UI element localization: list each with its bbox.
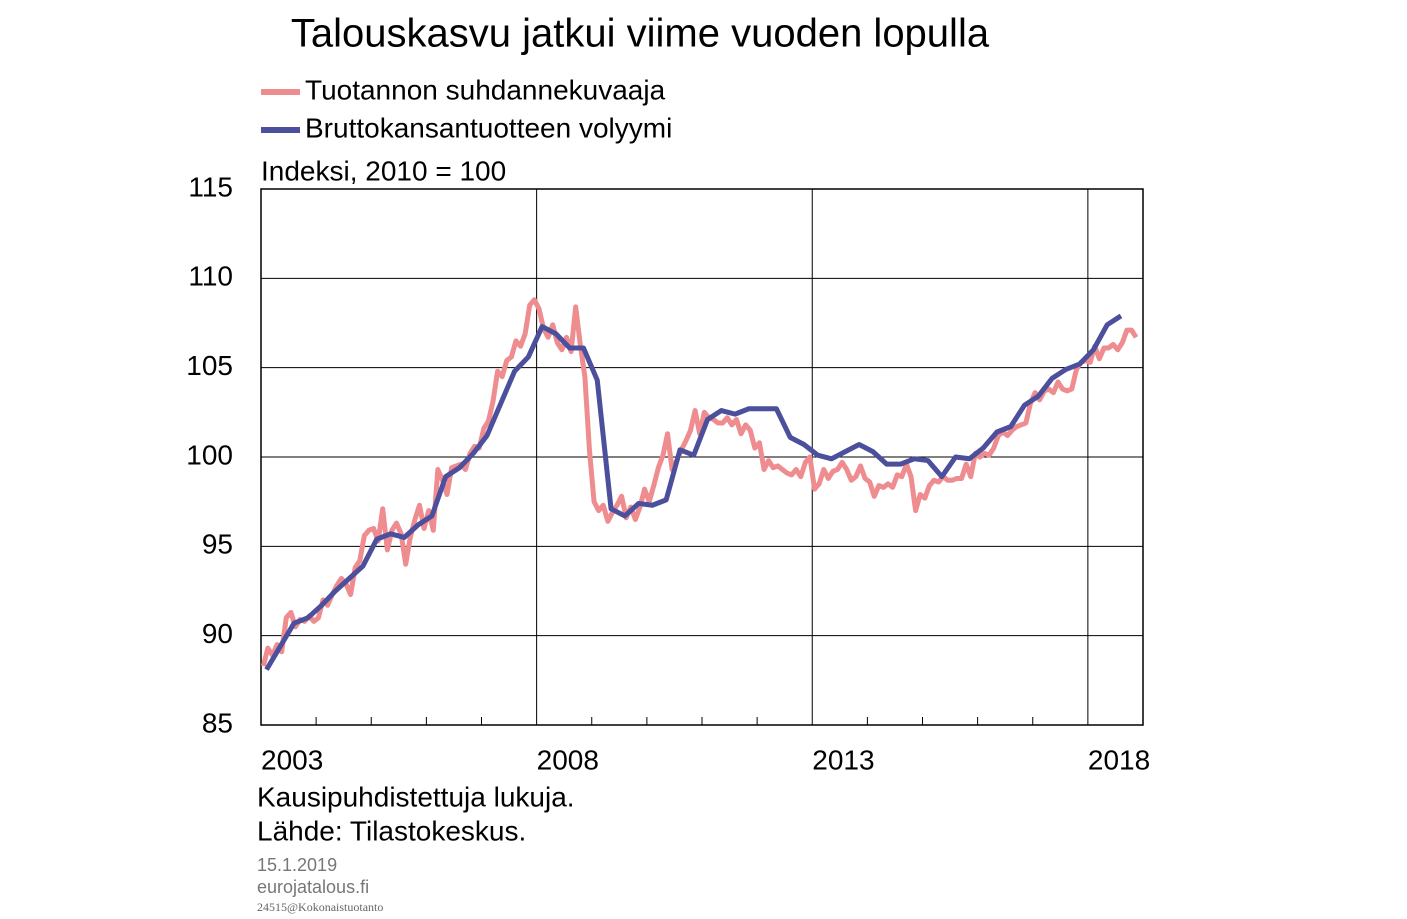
plot-frame bbox=[260, 188, 1144, 726]
footer-code: 24515@Kokonaistuotanto bbox=[257, 900, 383, 914]
y-tick-label: 85 bbox=[202, 707, 233, 738]
footer-date: 15.1.2019 bbox=[257, 855, 337, 875]
y-tick-label: 115 bbox=[188, 171, 233, 202]
note: Kausipuhdistettuja lukuja. bbox=[257, 781, 575, 812]
x-tick-label: 2018 bbox=[1088, 744, 1150, 775]
y-tick-label: 95 bbox=[202, 529, 233, 560]
note: Lähde: Tilastokeskus. bbox=[257, 815, 526, 846]
legend-label: Tuotannon suhdannekuvaaja bbox=[305, 74, 666, 105]
x-tick-label: 2008 bbox=[537, 744, 599, 775]
series-line bbox=[264, 313, 1123, 671]
x-tick-label: 2003 bbox=[261, 744, 323, 775]
series-line bbox=[260, 297, 1139, 667]
y-tick-label: 100 bbox=[186, 439, 233, 470]
chart-title: Talouskasvu jatkui viime vuoden lopulla bbox=[291, 12, 990, 56]
legend-label: Bruttokansantuotteen volyymi bbox=[305, 112, 672, 143]
x-tick-label: 2013 bbox=[812, 744, 874, 775]
y-axis-label: Indeksi, 2010 = 100 bbox=[261, 155, 506, 186]
y-tick-label: 110 bbox=[188, 261, 233, 292]
y-tick-label: 90 bbox=[202, 618, 233, 649]
footer-site: eurojatalous.fi bbox=[257, 877, 369, 897]
y-tick-label: 105 bbox=[186, 350, 233, 381]
